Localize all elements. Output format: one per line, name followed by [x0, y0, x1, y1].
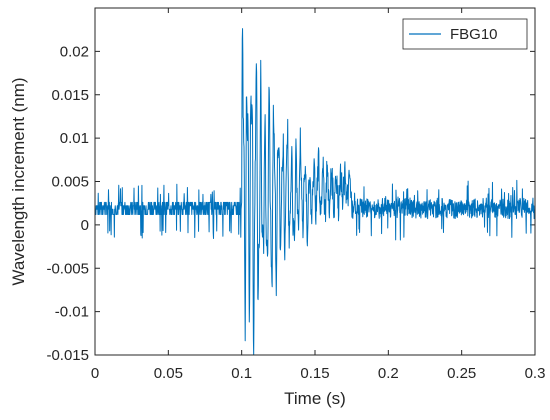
x-tick-label: 0 [91, 365, 99, 382]
y-tick-label: 0.01 [60, 130, 89, 147]
series-line-fbg10 [94, 28, 536, 356]
y-axis-label: Wavelength increment (nm) [9, 77, 28, 285]
y-tick-label: -0.01 [55, 304, 89, 321]
legend-label-fbg10: FBG10 [450, 26, 498, 43]
x-axis-ticks: 0 0.05 0.1 0.15 0.2 0.25 0.3 [91, 8, 546, 382]
plot-frame [94, 7, 536, 356]
y-axis-ticks: -0.015 -0.01 -0.005 0 0.005 0.01 0.015 0.02 [46, 43, 535, 364]
legend: FBG10 [402, 18, 528, 50]
x-tick-label: 0.2 [378, 365, 399, 382]
y-tick-label: -0.015 [46, 347, 89, 364]
x-tick-label: 0.3 [525, 365, 546, 382]
x-tick-label: 0.1 [231, 365, 252, 382]
y-tick-label: 0.005 [51, 174, 89, 191]
y-tick-label: 0.015 [51, 87, 89, 104]
x-tick-label: 0.15 [300, 365, 329, 382]
x-tick-label: 0.25 [447, 365, 476, 382]
x-axis-label: Time (s) [284, 389, 346, 408]
y-tick-label: 0.02 [60, 43, 89, 60]
x-tick-label: 0.05 [154, 365, 183, 382]
y-tick-label: -0.005 [46, 260, 89, 277]
y-tick-label: 0 [81, 217, 89, 234]
